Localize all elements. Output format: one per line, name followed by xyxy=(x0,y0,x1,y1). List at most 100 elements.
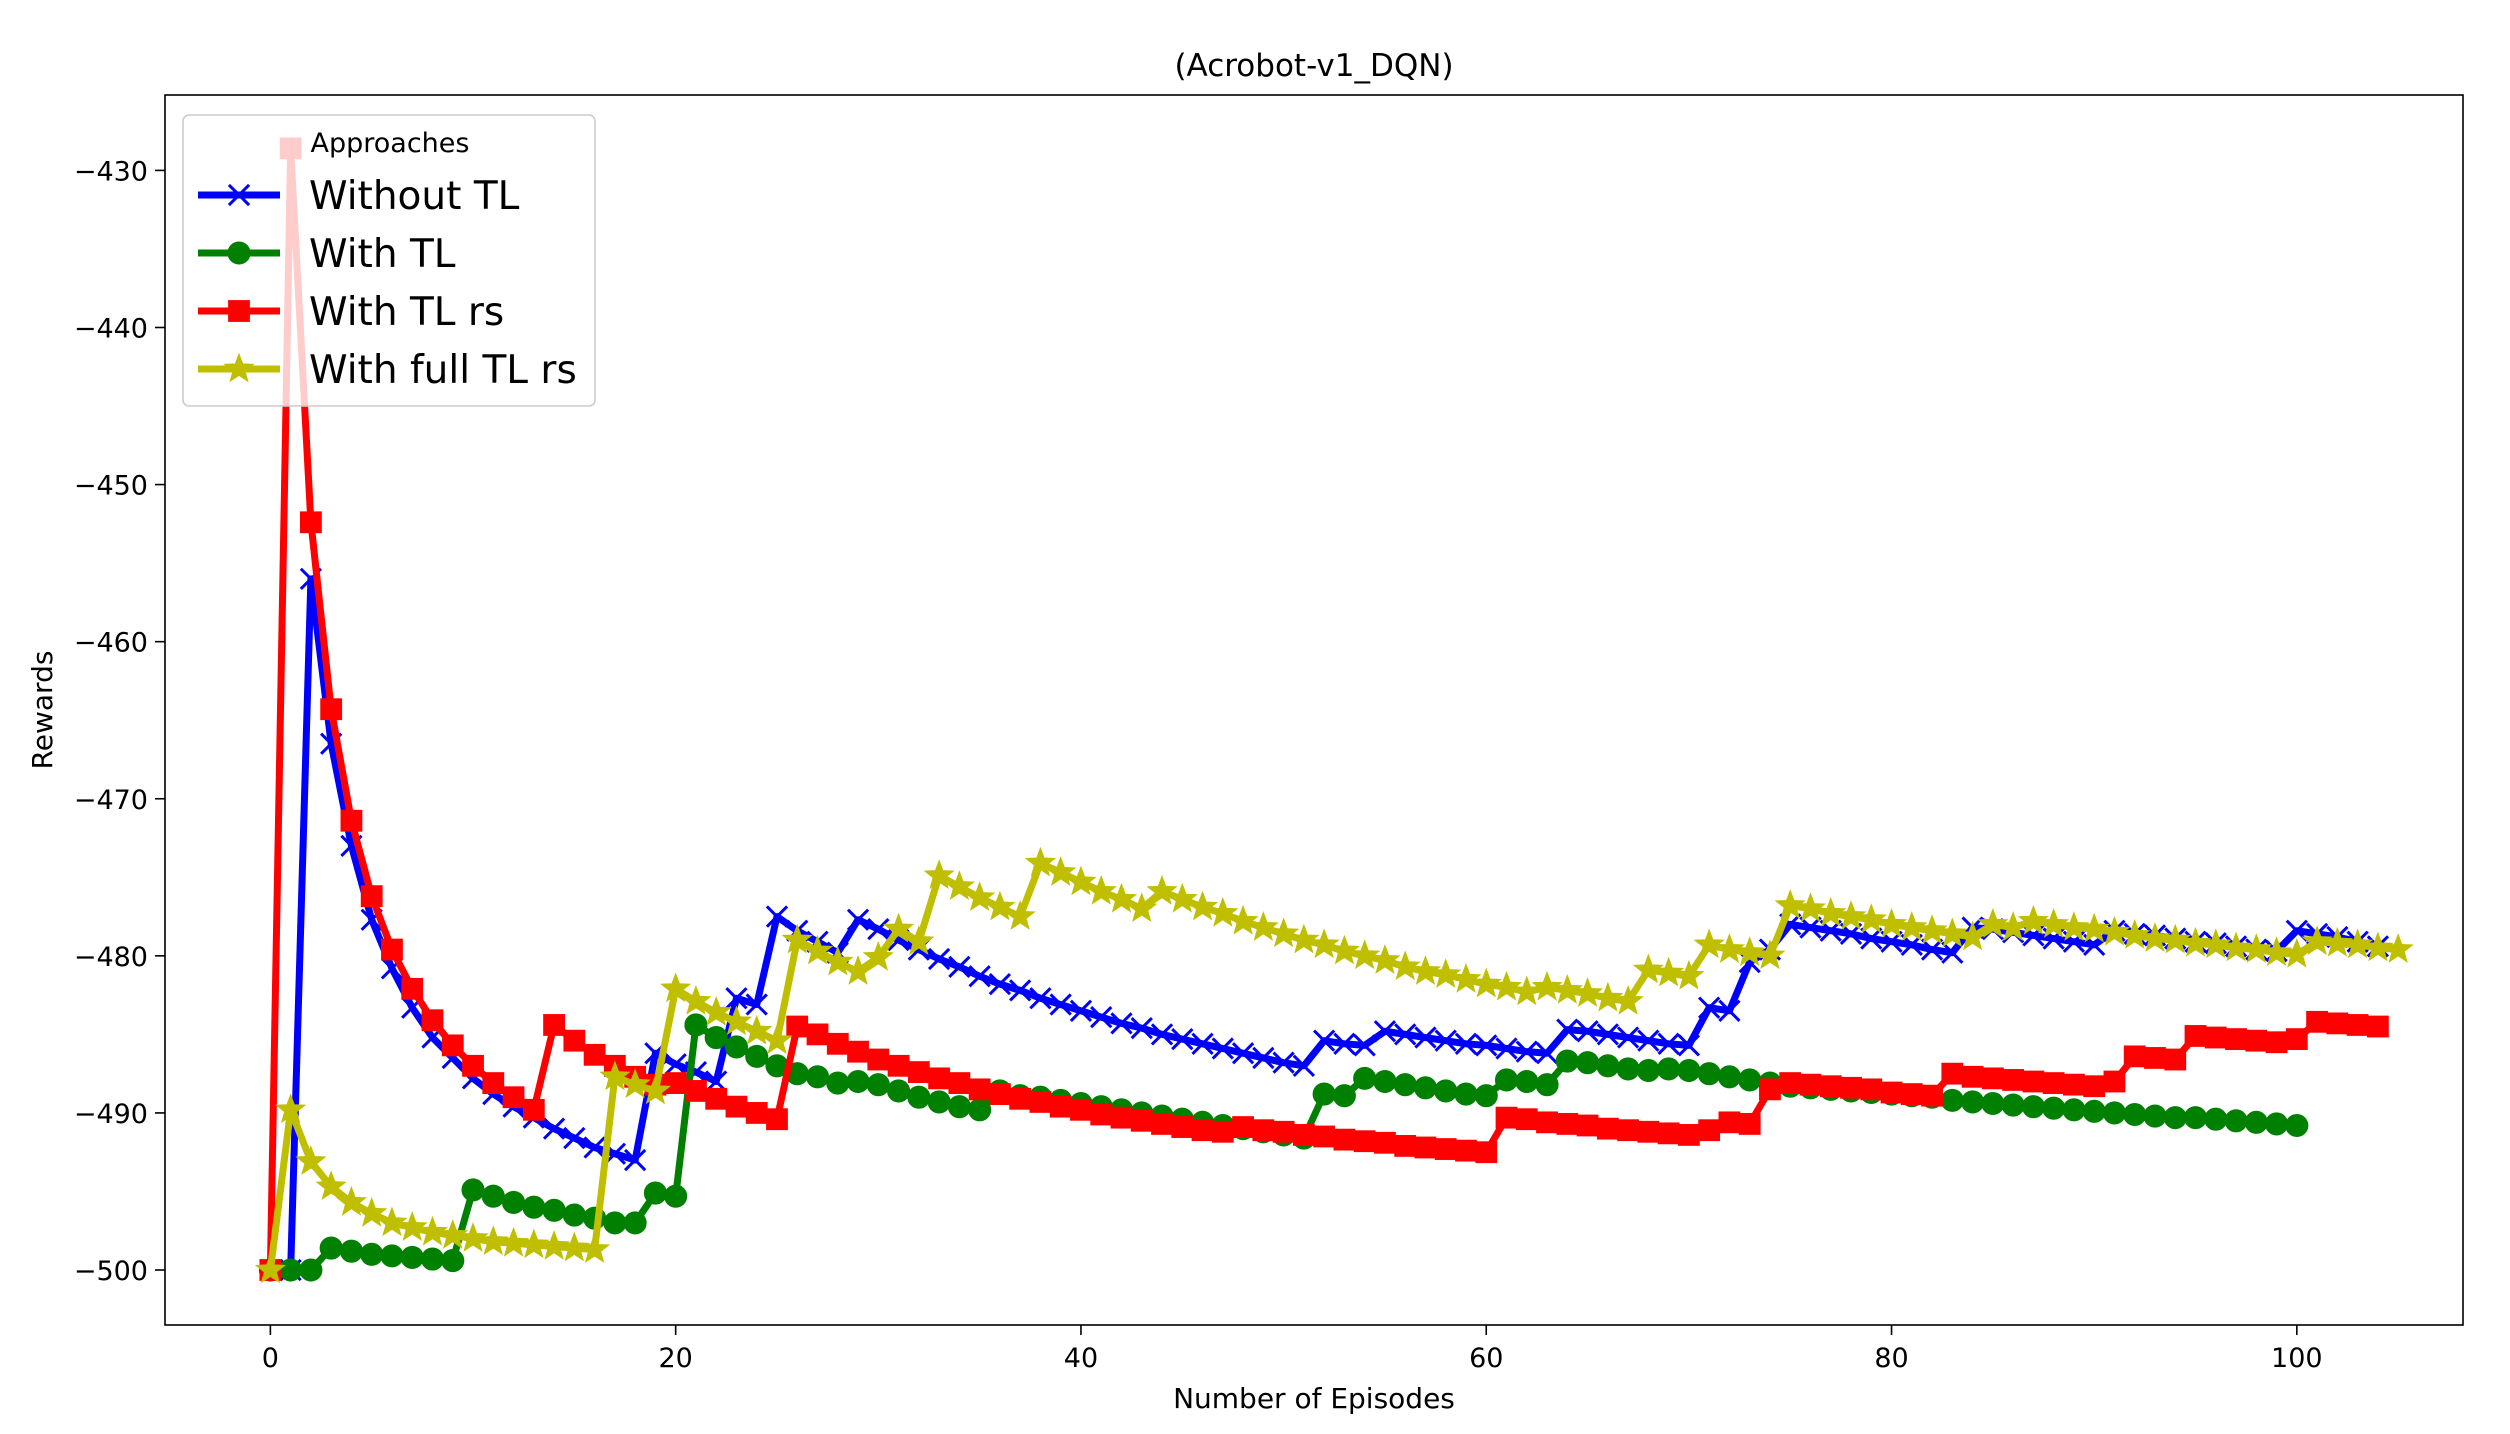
data-point xyxy=(380,1244,404,1268)
data-point xyxy=(1475,1141,1498,1164)
data-point xyxy=(1004,900,1036,930)
data-point xyxy=(1332,1084,1356,1108)
data-point xyxy=(1333,1032,1356,1055)
data-point xyxy=(1936,917,1968,948)
data-point xyxy=(968,1078,991,1101)
data-point xyxy=(335,1186,368,1216)
data-point xyxy=(356,1197,388,1227)
data-point xyxy=(1875,908,1908,938)
x-tick-label: 20 xyxy=(658,1343,692,1374)
data-point xyxy=(1657,1122,1680,1145)
data-point xyxy=(1292,1124,1315,1146)
data-point xyxy=(2245,1029,2268,1052)
data-point xyxy=(1779,1072,1802,1094)
data-point xyxy=(1616,1026,1640,1049)
data-point xyxy=(1981,1091,2005,1116)
data-point xyxy=(1555,1049,1579,1073)
data-point xyxy=(887,1079,911,1103)
data-point xyxy=(1166,882,1198,913)
data-point xyxy=(1657,1032,1680,1055)
data-point xyxy=(1981,1067,2004,1090)
data-point xyxy=(2362,931,2394,962)
legend-label: Without TL xyxy=(309,174,520,219)
data-point xyxy=(1495,1037,1518,1060)
y-axis: −500 −490 −480 −470 −460 −450 −440 −430 xyxy=(74,156,165,1287)
data-point xyxy=(563,1029,586,1052)
data-point xyxy=(2017,904,2050,935)
data-point xyxy=(846,908,870,931)
data-point xyxy=(1272,1051,1295,1074)
data-point xyxy=(603,1211,627,1235)
data-point xyxy=(1718,999,1741,1022)
data-point xyxy=(1556,1018,1579,1041)
data-point xyxy=(1617,1119,1640,1142)
legend-entry: With TL xyxy=(198,232,456,277)
data-point xyxy=(599,1060,631,1091)
data-point xyxy=(416,1215,449,1246)
data-point xyxy=(1475,1034,1498,1057)
data-point xyxy=(1394,1135,1417,1157)
data-point xyxy=(766,1108,788,1131)
data-point xyxy=(502,1190,526,1215)
data-point xyxy=(1024,846,1057,877)
data-point xyxy=(583,1043,606,1066)
data-point xyxy=(396,1211,428,1241)
data-point xyxy=(1495,1106,1518,1129)
data-point xyxy=(1494,1068,1519,1092)
data-point xyxy=(542,1198,566,1222)
data-point xyxy=(639,1074,672,1105)
data-point xyxy=(2042,1072,2065,1094)
data-point xyxy=(1515,1108,1538,1131)
data-point xyxy=(2301,925,2333,955)
data-point xyxy=(1536,1111,1558,1134)
data-point xyxy=(1413,1076,1438,1100)
data-point xyxy=(2306,1010,2328,1033)
data-point xyxy=(2184,1025,2207,1047)
data-point xyxy=(1414,1026,1437,1049)
legend-title: Approaches xyxy=(311,128,470,159)
data-point xyxy=(2164,1048,2187,1071)
data-point xyxy=(1556,1113,1579,1135)
data-point xyxy=(401,977,424,1000)
data-point xyxy=(1774,889,1806,919)
data-point xyxy=(1713,933,1746,963)
data-point xyxy=(1252,1119,1275,1142)
y-axis-label: Rewards xyxy=(26,651,59,770)
data-point xyxy=(1693,928,1725,959)
data-point xyxy=(968,965,991,988)
data-point xyxy=(1840,1076,1862,1099)
data-point xyxy=(2382,933,2414,963)
data-point xyxy=(1373,1069,1397,1094)
series-with-full-tl-rs xyxy=(254,846,2414,1284)
x-axis-label: Number of Episodes xyxy=(1173,1382,1455,1415)
data-point xyxy=(1454,1082,1478,1106)
data-point xyxy=(1211,1120,1234,1143)
data-point xyxy=(2042,1096,2066,1120)
data-point xyxy=(1069,999,1093,1022)
data-point xyxy=(680,984,712,1015)
data-point xyxy=(1474,1084,1498,1108)
data-point xyxy=(1677,1034,1701,1057)
data-point xyxy=(1394,1023,1417,1046)
data-point xyxy=(1576,1051,1600,1075)
data-point xyxy=(882,912,915,943)
data-point xyxy=(964,881,996,912)
data-point xyxy=(339,1239,363,1263)
chart-title: (Acrobot-v1_DQN) xyxy=(1174,48,1453,84)
data-point xyxy=(497,1226,530,1257)
data-point xyxy=(1880,1081,1903,1104)
data-point xyxy=(1511,975,1543,1006)
data-point xyxy=(2083,1075,2106,1098)
data-point xyxy=(801,934,834,965)
data-point xyxy=(741,1014,773,1045)
data-point xyxy=(1105,882,1138,913)
data-point xyxy=(2179,926,2212,957)
data-point xyxy=(1333,1128,1356,1151)
data-point xyxy=(984,890,1016,921)
data-point xyxy=(299,1258,323,1282)
y-tick-label: −470 xyxy=(74,785,148,816)
y-tick-label: −500 xyxy=(74,1256,148,1287)
data-point xyxy=(947,1095,971,1119)
data-point xyxy=(1369,944,1401,974)
data-point xyxy=(643,1181,667,1205)
